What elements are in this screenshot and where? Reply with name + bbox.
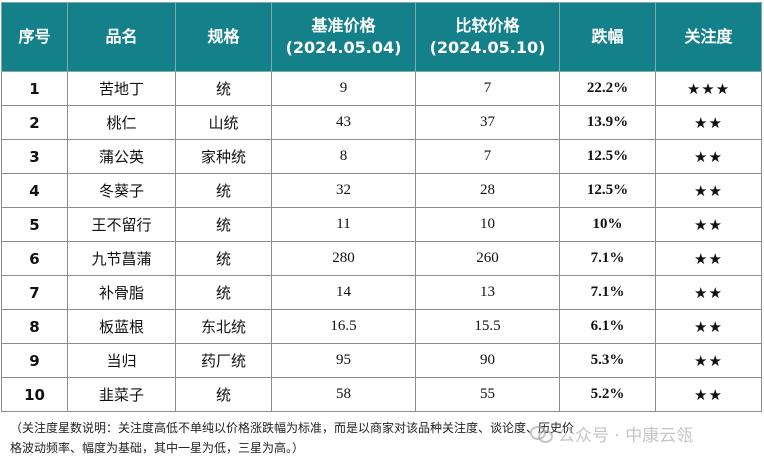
row-name: 桃仁: [67, 105, 176, 140]
row-name: 蒲公英: [67, 139, 176, 174]
row-base-price: 11: [271, 207, 416, 242]
row-change: 12.5%: [559, 139, 656, 174]
row-index: 9: [1, 343, 68, 378]
row-change: 5.2%: [559, 377, 656, 412]
row-change: 12.5%: [559, 173, 656, 208]
table-row: 4 冬葵子统 32 28 12.5% ★★: [1, 173, 762, 208]
row-index: 3: [1, 139, 68, 174]
header-base-date: (2024.05.04): [285, 38, 402, 57]
row-attention-stars: ★★: [655, 241, 762, 276]
table-row: 7 补骨脂统 14 13 7.1% ★★: [1, 275, 762, 310]
table-row: 10 韭菜子统 58 55 5.2% ★★: [1, 377, 762, 412]
row-spec: 统: [175, 173, 272, 208]
row-name: 王不留行: [67, 207, 176, 242]
row-base-price: 14: [271, 275, 416, 310]
table-row: 5 王不留行统 11 10 10% ★★: [1, 207, 762, 242]
row-compare-price: 55: [415, 377, 560, 412]
row-attention-stars: ★★: [655, 105, 762, 140]
row-index: 5: [1, 207, 68, 242]
row-compare-price: 7: [415, 139, 560, 174]
row-name: 韭菜子: [67, 377, 176, 412]
table-row: 3 蒲公英 家种统 8 7 12.5% ★★: [1, 139, 762, 174]
row-attention-stars: ★★: [655, 173, 762, 208]
row-base-price: 16.5: [271, 309, 416, 344]
table-row: 9 当归 药厂统 95 90 5.3% ★★: [1, 343, 762, 378]
row-spec: 家种统: [175, 139, 272, 174]
row-spec: 统: [175, 241, 272, 276]
row-name: 苦地丁: [67, 71, 176, 106]
row-attention-stars: ★★: [655, 139, 762, 174]
row-base-price: 32: [271, 173, 416, 208]
header-compare-price: 比较价格 (2024.05.10): [415, 2, 560, 72]
row-base-price: 58: [271, 377, 416, 412]
row-compare-price: 260: [415, 241, 560, 276]
footnote-line-2: 格波动频率、幅度为基础，其中一星为低，三星为高。）: [10, 441, 305, 455]
header-compare-label: 比较价格: [455, 16, 520, 35]
row-index: 10: [1, 377, 68, 412]
row-attention-stars: ★★: [655, 275, 762, 310]
header-name: 品名: [67, 2, 176, 72]
header-base-price: 基准价格 (2024.05.04): [271, 2, 416, 72]
row-change: 5.3%: [559, 343, 656, 378]
row-spec: 山统: [175, 105, 272, 140]
row-compare-price: 28: [415, 173, 560, 208]
table-row: 8 板蓝根 东北统 16.5 15.5 6.1% ★★: [1, 309, 762, 344]
row-compare-price: 37: [415, 105, 560, 140]
row-change: 10%: [559, 207, 656, 242]
table-header-row: 序号 品名 规格 基准价格 (2024.05.04) 比较价格 (2024.05…: [1, 2, 762, 72]
row-attention-stars: ★★: [655, 377, 762, 412]
row-change: 13.9%: [559, 105, 656, 140]
header-base-label: 基准价格: [311, 16, 376, 35]
attention-footnote: （关注度星数说明：关注度高低不单纯以价格涨跌幅为标准，而是以商家对该品种关注度、…: [10, 418, 755, 458]
header-attention: 关注度: [655, 2, 762, 72]
row-attention-stars: ★★: [655, 207, 762, 242]
row-base-price: 8: [271, 139, 416, 174]
row-index: 4: [1, 173, 68, 208]
row-index: 6: [1, 241, 68, 276]
row-change: 7.1%: [559, 241, 656, 276]
row-base-price: 43: [271, 105, 416, 140]
row-name: 九节菖蒲: [67, 241, 176, 276]
row-spec: 统: [175, 377, 272, 412]
table-row: 2 桃仁 山统 43 37 13.9% ★★: [1, 105, 762, 140]
row-spec: 统: [175, 207, 272, 242]
header-spec: 规格: [175, 2, 272, 72]
table-row: 1 苦地丁统 9 7 22.2% ★★★: [1, 71, 762, 106]
row-index: 2: [1, 105, 68, 140]
row-attention-stars: ★★: [655, 343, 762, 378]
row-spec: 东北统: [175, 309, 272, 344]
row-spec: 统: [175, 275, 272, 310]
row-name: 板蓝根: [67, 309, 176, 344]
row-spec: 药厂统: [175, 343, 272, 378]
row-name: 补骨脂: [67, 275, 176, 310]
row-change: 22.2%: [559, 71, 656, 106]
row-compare-price: 13: [415, 275, 560, 310]
table-row: 6 九节菖蒲统 280 260 7.1% ★★: [1, 241, 762, 276]
row-name: 冬葵子: [67, 173, 176, 208]
row-name: 当归: [67, 343, 176, 378]
row-compare-price: 90: [415, 343, 560, 378]
row-base-price: 9: [271, 71, 416, 106]
row-change: 7.1%: [559, 275, 656, 310]
row-compare-price: 10: [415, 207, 560, 242]
row-base-price: 280: [271, 241, 416, 276]
row-spec: 统: [175, 71, 272, 106]
row-attention-stars: ★★: [655, 309, 762, 344]
footnote-line-1: （关注度星数说明：关注度高低不单纯以价格涨跌幅为标准，而是以商家对该品种关注度、…: [10, 421, 575, 435]
header-compare-date: (2024.05.10): [429, 38, 546, 57]
row-index: 1: [1, 71, 68, 106]
row-base-price: 95: [271, 343, 416, 378]
row-compare-price: 7: [415, 71, 560, 106]
row-index: 8: [1, 309, 68, 344]
row-index: 7: [1, 275, 68, 310]
row-attention-stars: ★★★: [655, 71, 762, 106]
price-decline-table: 序号 品名 规格 基准价格 (2024.05.04) 比较价格 (2024.05…: [1, 2, 762, 412]
header-change: 跌幅: [559, 2, 656, 72]
header-index: 序号: [1, 2, 68, 72]
row-change: 6.1%: [559, 309, 656, 344]
row-compare-price: 15.5: [415, 309, 560, 344]
